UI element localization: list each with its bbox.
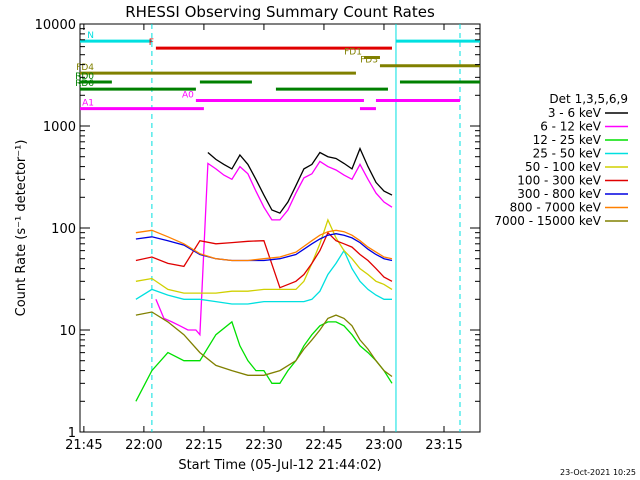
legend-label-7: 300 - 800 keV (517, 187, 601, 201)
flag-label-rd6: RD6 (75, 79, 94, 89)
x-tick-label: 22:30 (245, 438, 282, 453)
series-line-6 (135, 231, 393, 289)
x-tick-label: 22:15 (185, 438, 222, 453)
x-axis-label: Start Time (05-Jul-12 21:44:02) (178, 458, 381, 473)
legend-title: Det 1,3,5,6,9 (549, 92, 628, 106)
y-tick-label: 100 (51, 222, 76, 237)
flag-label-a0: A0 (182, 90, 194, 100)
flag-label-a1: A1 (82, 99, 94, 109)
series-line-8 (135, 229, 393, 262)
legend-label-2: 6 - 12 keV (540, 120, 602, 134)
flag-label-n: N (87, 31, 94, 41)
timestamp: 23-Oct-2021 10:25 (560, 468, 636, 477)
x-tick-label: 23:15 (425, 438, 462, 453)
x-axis-ticks: 21:45 22:00 22:15 22:30 22:45 23:00 23:15 (65, 24, 463, 453)
legend-label-6: 100 - 300 keV (517, 174, 601, 188)
legend-label-3: 12 - 25 keV (533, 133, 602, 147)
legend-label-1: 3 - 6 keV (548, 106, 602, 120)
y-axis-ticks: 1 10 100 1000 10000 (35, 18, 480, 441)
x-tick-label: 21:45 (65, 438, 102, 453)
flag-label-fd4: FD4 (76, 63, 94, 73)
legend-label-5: 50 - 100 keV (525, 160, 602, 174)
chart-title: RHESSI Observing Summary Count Rates (125, 3, 435, 21)
x-tick-label: 22:00 (125, 438, 162, 453)
legend-label-9: 7000 - 15000 keV (494, 214, 601, 228)
flag-label-f: F (149, 38, 154, 48)
y-tick-label: 1 (68, 426, 76, 441)
series-line-3 (135, 320, 393, 402)
y-tick-label: 10000 (35, 18, 76, 33)
x-tick-label: 22:45 (305, 438, 342, 453)
series-line-4 (135, 249, 392, 305)
y-tick-label: 1000 (43, 120, 76, 135)
night-boundary-lines (151, 24, 461, 432)
series-line-9 (135, 311, 393, 378)
legend-label-4: 25 - 50 keV (533, 147, 602, 161)
series-lines (135, 146, 393, 402)
series-line-2 (155, 160, 393, 337)
flag-label-fd1: FD1 (344, 47, 362, 57)
legend-label-8: 800 - 7000 keV (510, 201, 602, 215)
series-line-5 (135, 218, 393, 294)
y-axis-label: Count Rate (s⁻¹ detector⁻¹) (14, 140, 29, 317)
series-line-1 (207, 146, 393, 214)
y-tick-label: 10 (59, 324, 76, 339)
series-line-7 (135, 233, 393, 262)
flag-label-fd3: FD3 (360, 56, 378, 66)
x-tick-label: 23:00 (365, 438, 402, 453)
